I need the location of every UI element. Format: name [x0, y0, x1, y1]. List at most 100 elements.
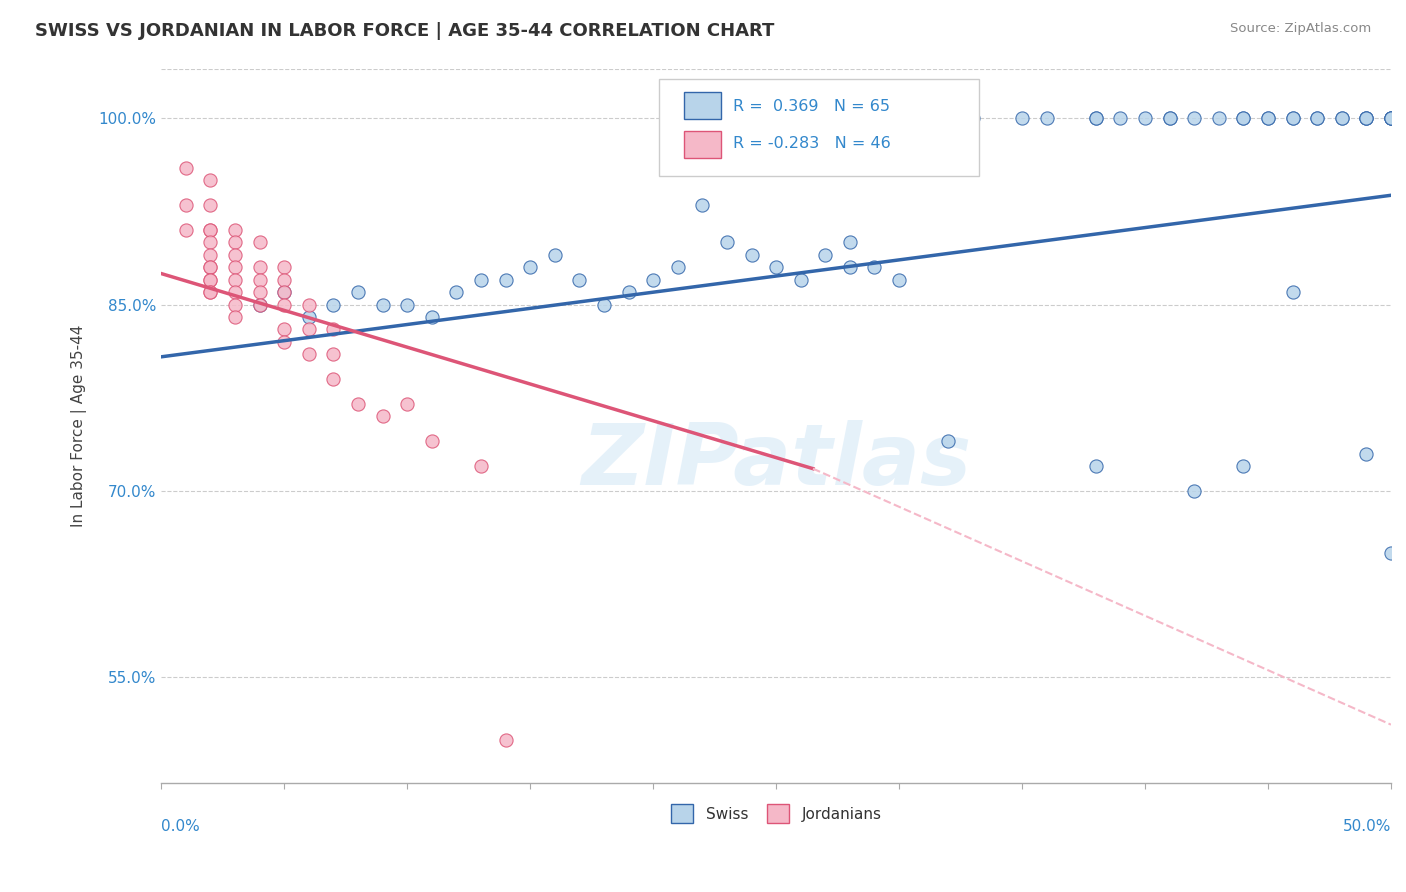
Point — [1355, 112, 1378, 126]
Point — [224, 235, 246, 250]
Point — [568, 273, 591, 287]
Point — [224, 285, 246, 300]
Point — [838, 260, 860, 275]
Point — [249, 235, 271, 250]
Point — [1208, 112, 1230, 126]
FancyBboxPatch shape — [659, 79, 979, 176]
Point — [249, 298, 271, 312]
Point — [298, 310, 321, 324]
Point — [470, 273, 492, 287]
Point — [200, 198, 222, 212]
Point — [273, 260, 295, 275]
Point — [249, 285, 271, 300]
Point — [1232, 112, 1254, 126]
Point — [174, 161, 197, 175]
Point — [519, 260, 541, 275]
Point — [200, 235, 222, 250]
Point — [200, 260, 222, 275]
Point — [1232, 459, 1254, 474]
Point — [420, 310, 443, 324]
Point — [200, 285, 222, 300]
Point — [1355, 447, 1378, 461]
Point — [200, 260, 222, 275]
Point — [1379, 112, 1402, 126]
Point — [174, 223, 197, 237]
Point — [200, 273, 222, 287]
Point — [1330, 112, 1353, 126]
Point — [666, 260, 689, 275]
Point — [1379, 112, 1402, 126]
Point — [1306, 112, 1329, 126]
Point — [249, 298, 271, 312]
Point — [396, 298, 419, 312]
Point — [936, 434, 959, 449]
Point — [1330, 112, 1353, 126]
Point — [1281, 285, 1303, 300]
Point — [200, 248, 222, 262]
Point — [396, 397, 419, 411]
Point — [273, 285, 295, 300]
Point — [1257, 112, 1279, 126]
Point — [224, 223, 246, 237]
Point — [1257, 112, 1279, 126]
Point — [1159, 112, 1181, 126]
Point — [1281, 112, 1303, 126]
Point — [1379, 112, 1402, 126]
Text: R =  0.369   N = 65: R = 0.369 N = 65 — [733, 99, 890, 114]
Point — [887, 273, 910, 287]
Point — [249, 273, 271, 287]
Text: 0.0%: 0.0% — [162, 819, 200, 834]
Point — [224, 248, 246, 262]
Point — [446, 285, 468, 300]
Point — [544, 248, 567, 262]
Point — [273, 298, 295, 312]
Point — [174, 198, 197, 212]
Point — [371, 298, 394, 312]
Point — [1084, 112, 1107, 126]
Y-axis label: In Labor Force | Age 35-44: In Labor Force | Age 35-44 — [72, 325, 87, 527]
Point — [495, 273, 517, 287]
Point — [1182, 112, 1205, 126]
Point — [322, 298, 344, 312]
Point — [887, 112, 910, 126]
Point — [347, 285, 370, 300]
Text: SWISS VS JORDANIAN IN LABOR FORCE | AGE 35-44 CORRELATION CHART: SWISS VS JORDANIAN IN LABOR FORCE | AGE … — [35, 22, 775, 40]
Point — [962, 112, 984, 126]
Point — [617, 285, 640, 300]
Point — [1109, 112, 1132, 126]
Point — [1379, 546, 1402, 560]
Point — [371, 409, 394, 424]
Point — [273, 334, 295, 349]
Point — [224, 260, 246, 275]
Text: ZIPatlas: ZIPatlas — [581, 420, 972, 503]
Point — [1182, 483, 1205, 498]
Point — [838, 235, 860, 250]
Point — [298, 322, 321, 336]
Point — [1159, 112, 1181, 126]
Point — [716, 235, 738, 250]
Point — [249, 260, 271, 275]
Point — [420, 434, 443, 449]
Point — [224, 298, 246, 312]
Point — [1355, 112, 1378, 126]
Point — [200, 223, 222, 237]
Text: Source: ZipAtlas.com: Source: ZipAtlas.com — [1230, 22, 1371, 36]
Legend: Swiss, Jordanians: Swiss, Jordanians — [665, 798, 887, 829]
Point — [789, 273, 811, 287]
Point — [495, 732, 517, 747]
Point — [322, 347, 344, 361]
Point — [200, 173, 222, 187]
Point — [1355, 112, 1378, 126]
Point — [765, 260, 787, 275]
Point — [224, 310, 246, 324]
Point — [863, 260, 886, 275]
FancyBboxPatch shape — [683, 131, 721, 158]
Point — [347, 397, 370, 411]
FancyBboxPatch shape — [683, 92, 721, 120]
Text: 50.0%: 50.0% — [1343, 819, 1391, 834]
Point — [643, 273, 665, 287]
Text: R = -0.283   N = 46: R = -0.283 N = 46 — [733, 136, 891, 152]
Point — [200, 223, 222, 237]
Point — [298, 347, 321, 361]
Point — [224, 273, 246, 287]
